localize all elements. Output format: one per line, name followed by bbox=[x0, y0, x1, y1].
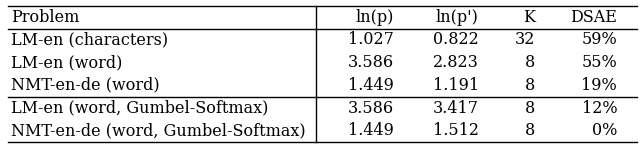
Text: NMT-en-de (word, Gumbel-Softmax): NMT-en-de (word, Gumbel-Softmax) bbox=[11, 122, 305, 139]
Text: LM-en (characters): LM-en (characters) bbox=[11, 32, 168, 48]
Text: 1.449: 1.449 bbox=[348, 77, 394, 94]
Text: Problem: Problem bbox=[11, 9, 79, 26]
Text: 2.823: 2.823 bbox=[433, 54, 479, 71]
Text: 0%: 0% bbox=[592, 122, 617, 139]
Text: 8: 8 bbox=[525, 100, 536, 116]
Text: 1.191: 1.191 bbox=[433, 77, 479, 94]
Text: 3.586: 3.586 bbox=[348, 54, 394, 71]
Text: ln(p'): ln(p') bbox=[436, 9, 479, 26]
Text: 8: 8 bbox=[525, 54, 536, 71]
Text: 32: 32 bbox=[515, 32, 536, 48]
Text: LM-en (word): LM-en (word) bbox=[11, 54, 122, 71]
Text: 19%: 19% bbox=[582, 77, 617, 94]
Text: LM-en (word, Gumbel-Softmax): LM-en (word, Gumbel-Softmax) bbox=[11, 100, 268, 116]
Text: 8: 8 bbox=[525, 77, 536, 94]
Text: NMT-en-de (word): NMT-en-de (word) bbox=[11, 77, 159, 94]
Text: 1.027: 1.027 bbox=[348, 32, 394, 48]
Text: 8: 8 bbox=[525, 122, 536, 139]
Text: DSAE: DSAE bbox=[570, 9, 617, 26]
Text: 0.822: 0.822 bbox=[433, 32, 479, 48]
Text: 3.417: 3.417 bbox=[433, 100, 479, 116]
Text: 12%: 12% bbox=[582, 100, 617, 116]
Text: 1.512: 1.512 bbox=[433, 122, 479, 139]
Text: 55%: 55% bbox=[582, 54, 617, 71]
Text: 59%: 59% bbox=[582, 32, 617, 48]
Text: ln(p): ln(p) bbox=[355, 9, 394, 26]
Text: K: K bbox=[524, 9, 536, 26]
Text: 1.449: 1.449 bbox=[348, 122, 394, 139]
Text: 3.586: 3.586 bbox=[348, 100, 394, 116]
